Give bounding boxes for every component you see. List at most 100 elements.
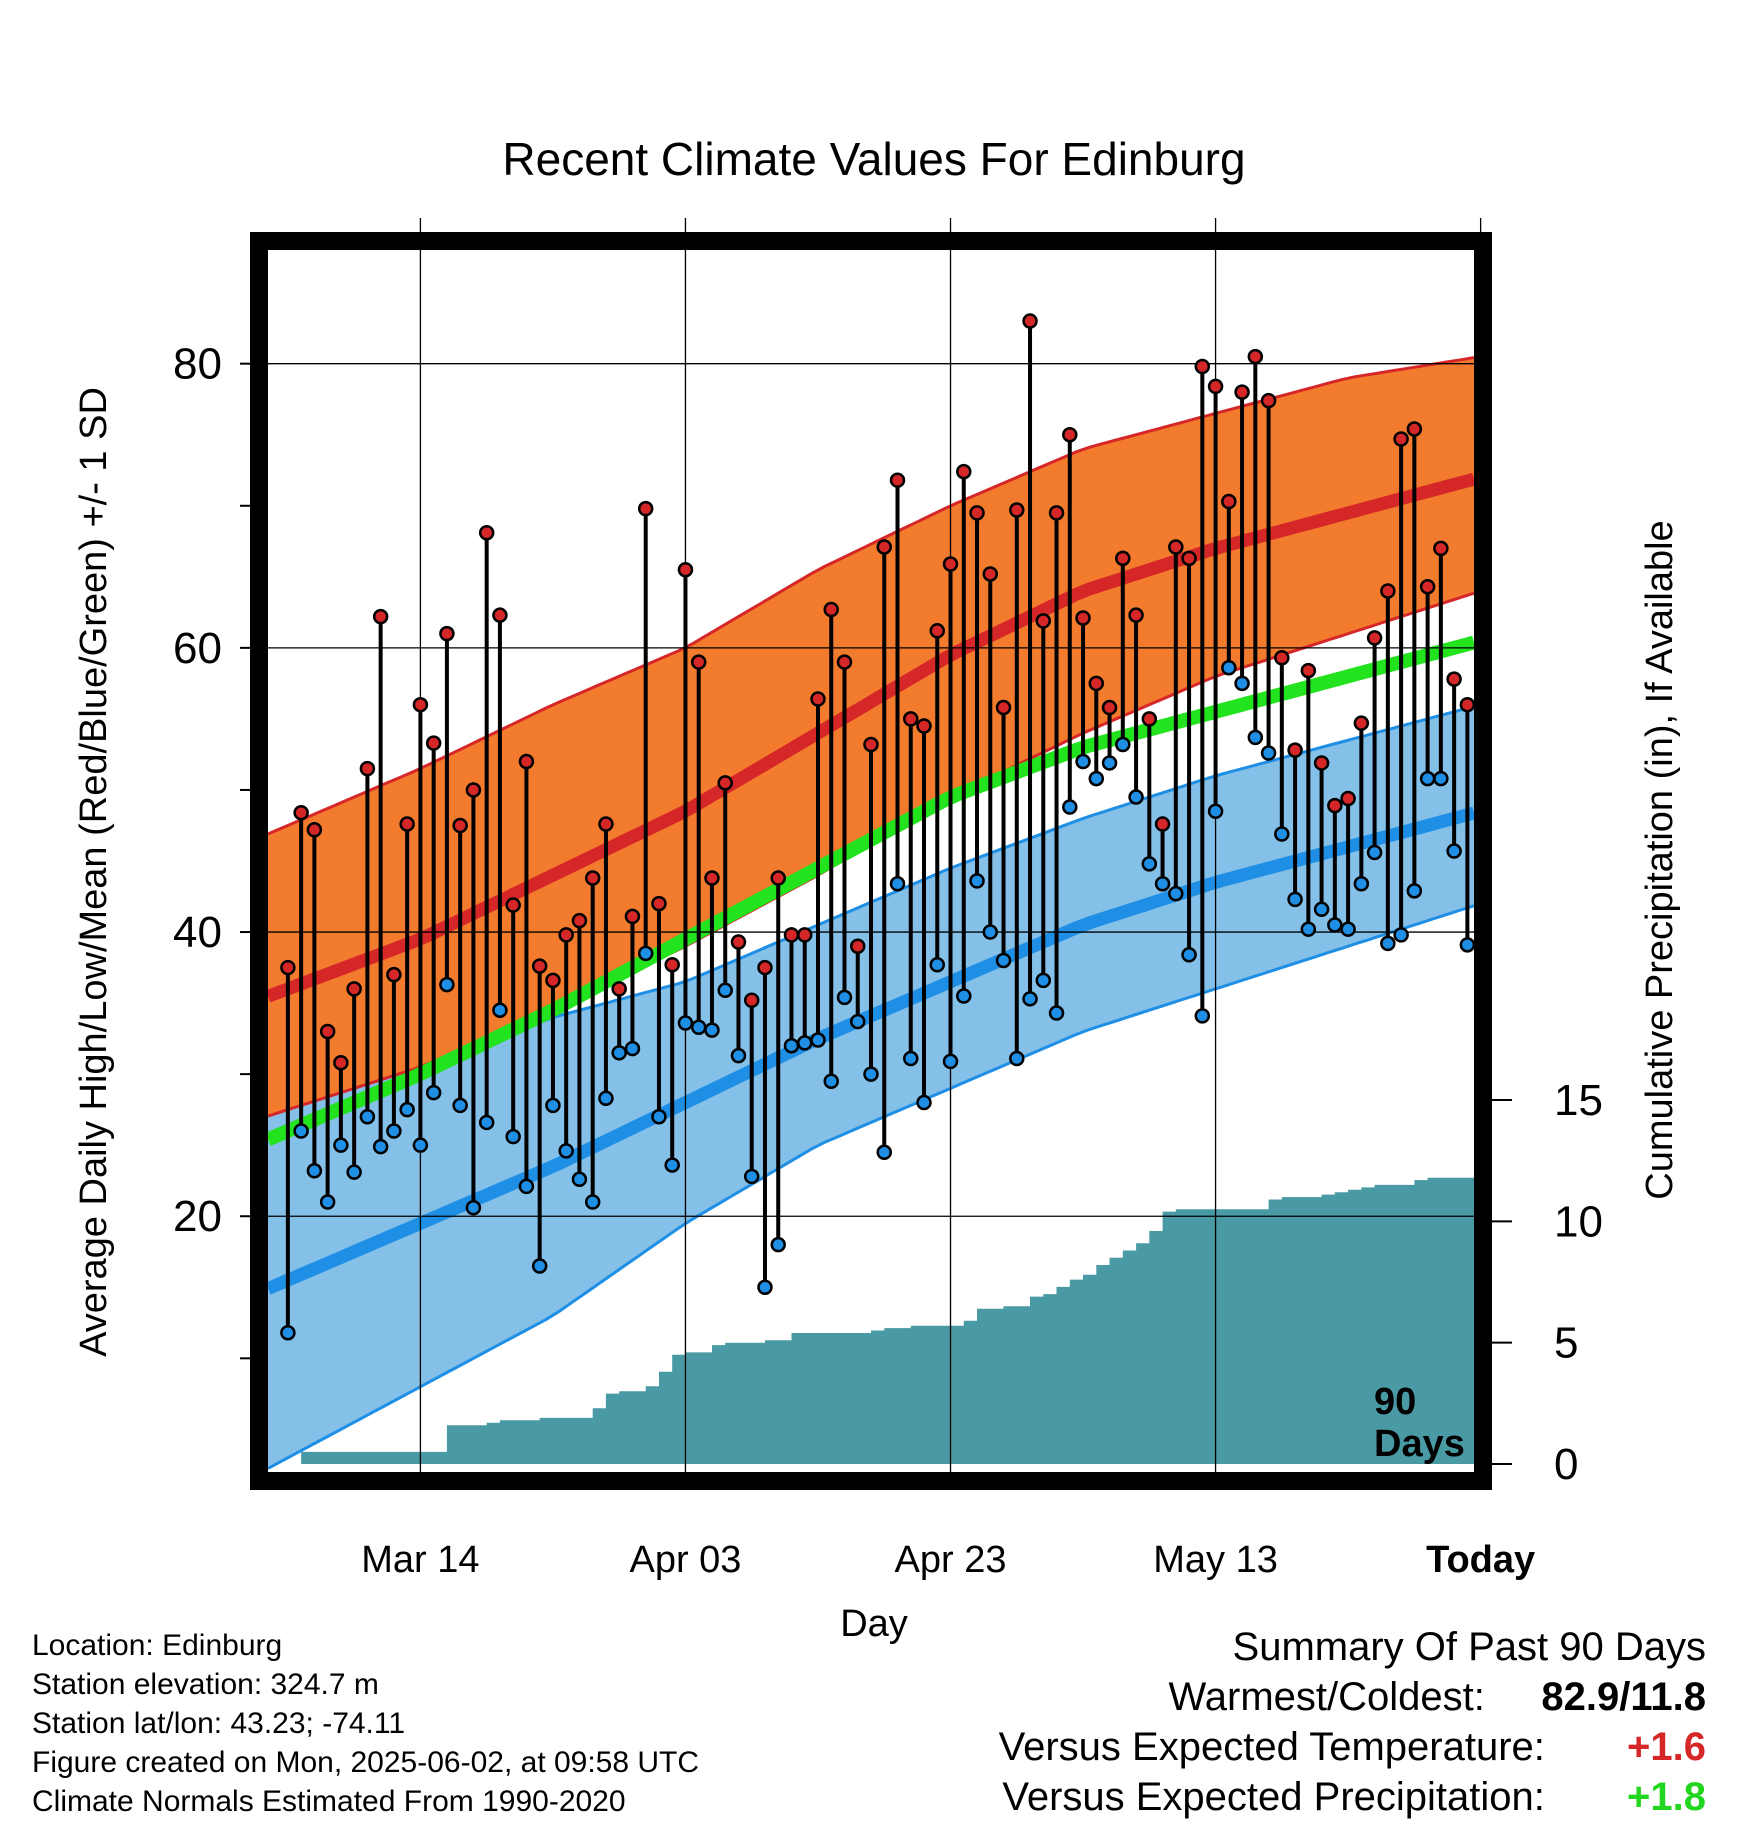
- low-point: [1313, 901, 1330, 918]
- high-point: [386, 966, 402, 983]
- low-point: [492, 1002, 508, 1018]
- high-point: [1207, 378, 1224, 395]
- high-point: [1168, 539, 1184, 555]
- high-point: [903, 711, 919, 727]
- low-point: [995, 952, 1012, 969]
- high-point: [1247, 348, 1264, 365]
- low-point: [1419, 770, 1436, 787]
- high-point: [1048, 505, 1065, 521]
- high-point: [598, 816, 614, 832]
- high-point: [333, 1055, 349, 1071]
- x-tick-label: Mar 14: [361, 1539, 479, 1581]
- low-point: [1380, 935, 1396, 952]
- y2-tick-label: 10: [1554, 1197, 1603, 1246]
- x-tick-label: May 13: [1153, 1539, 1278, 1581]
- y-tick-label: 80: [173, 340, 222, 389]
- low-point: [1353, 875, 1370, 892]
- high-point: [1234, 384, 1250, 400]
- low-point: [1075, 753, 1091, 770]
- chart-title: Recent Climate Values For Edinburg: [502, 133, 1245, 185]
- high-point: [505, 897, 521, 913]
- low-point: [836, 989, 853, 1006]
- low-point: [280, 1324, 296, 1341]
- low-point: [1366, 844, 1383, 861]
- y2-tick-label: 15: [1554, 1076, 1603, 1125]
- low-point: [1393, 927, 1409, 943]
- low-point: [346, 1164, 362, 1180]
- high-point: [439, 625, 455, 642]
- high-point: [863, 736, 879, 753]
- summary-warm-cold-row: Warmest/Coldest: 82.9/11.8: [999, 1672, 1707, 1722]
- high-point: [1075, 610, 1091, 626]
- high-point: [1260, 392, 1277, 409]
- low-point: [531, 1258, 548, 1274]
- high-point: [1406, 421, 1423, 437]
- low-point: [611, 1045, 627, 1061]
- low-point: [942, 1053, 959, 1070]
- high-point: [1393, 431, 1409, 447]
- summary-panel: Summary Of Past 90 Days Warmest/Coldest:…: [999, 1622, 1706, 1822]
- high-point: [518, 753, 535, 770]
- low-point: [545, 1097, 561, 1114]
- low-band-lower-edge: [268, 904, 1474, 1470]
- high-point: [584, 870, 601, 886]
- low-point: [1181, 947, 1197, 963]
- high-point: [995, 699, 1012, 716]
- high-point: [399, 816, 415, 832]
- high-point: [1353, 715, 1370, 731]
- high-point: [1128, 607, 1144, 623]
- high-point: [624, 908, 641, 925]
- low-point: [1154, 875, 1171, 892]
- high-point: [293, 804, 309, 821]
- low-point: [359, 1109, 376, 1125]
- y-tick-label: 40: [173, 908, 222, 957]
- low-point: [717, 982, 733, 999]
- low-point: [757, 1279, 773, 1296]
- low-point: [969, 873, 985, 889]
- low-point: [916, 1094, 932, 1111]
- high-point: [319, 1023, 336, 1040]
- high-point: [558, 927, 574, 943]
- warm-cold-label: Warmest/Coldest:: [1168, 1675, 1485, 1719]
- low-point: [571, 1171, 588, 1188]
- low-point: [598, 1090, 614, 1107]
- high-point: [717, 775, 733, 791]
- today-days-label-number: 90: [1374, 1381, 1416, 1423]
- high-point: [1115, 550, 1131, 567]
- low-point: [306, 1163, 323, 1179]
- low-point: [1128, 789, 1144, 805]
- low-point: [1433, 770, 1449, 787]
- low-point: [333, 1137, 349, 1153]
- high-point: [1313, 755, 1330, 771]
- low-point: [796, 1035, 813, 1051]
- high-point: [1459, 696, 1476, 713]
- high-point: [796, 927, 813, 943]
- low-point: [982, 924, 999, 940]
- high-point: [1141, 711, 1158, 727]
- low-point: [478, 1114, 495, 1131]
- y2-tick-label: 5: [1554, 1319, 1578, 1368]
- low-point: [1287, 891, 1303, 908]
- low-point: [412, 1137, 429, 1153]
- low-point: [956, 988, 972, 1004]
- today-days-label-word: Days: [1374, 1423, 1465, 1465]
- high-point: [956, 463, 972, 480]
- high-point: [531, 958, 548, 974]
- low-point: [1101, 755, 1118, 771]
- y-axis-label: Average Daily High/Low/Mean (Red/Blue/Gr…: [73, 387, 115, 1357]
- high-point: [465, 782, 482, 798]
- y2-axis-label: Cumulative Precipitation (in), If Availa…: [1639, 520, 1681, 1199]
- low-point: [770, 1236, 786, 1253]
- low-point: [1035, 972, 1052, 989]
- low-point: [1207, 803, 1224, 820]
- high-point: [1009, 502, 1025, 518]
- high-point: [757, 959, 773, 976]
- low-point: [1141, 856, 1158, 872]
- high-point: [372, 608, 389, 625]
- low-point: [889, 875, 906, 892]
- low-point: [1062, 799, 1078, 815]
- low-point: [677, 1015, 694, 1031]
- low-point: [810, 1032, 826, 1048]
- high-point: [478, 525, 495, 541]
